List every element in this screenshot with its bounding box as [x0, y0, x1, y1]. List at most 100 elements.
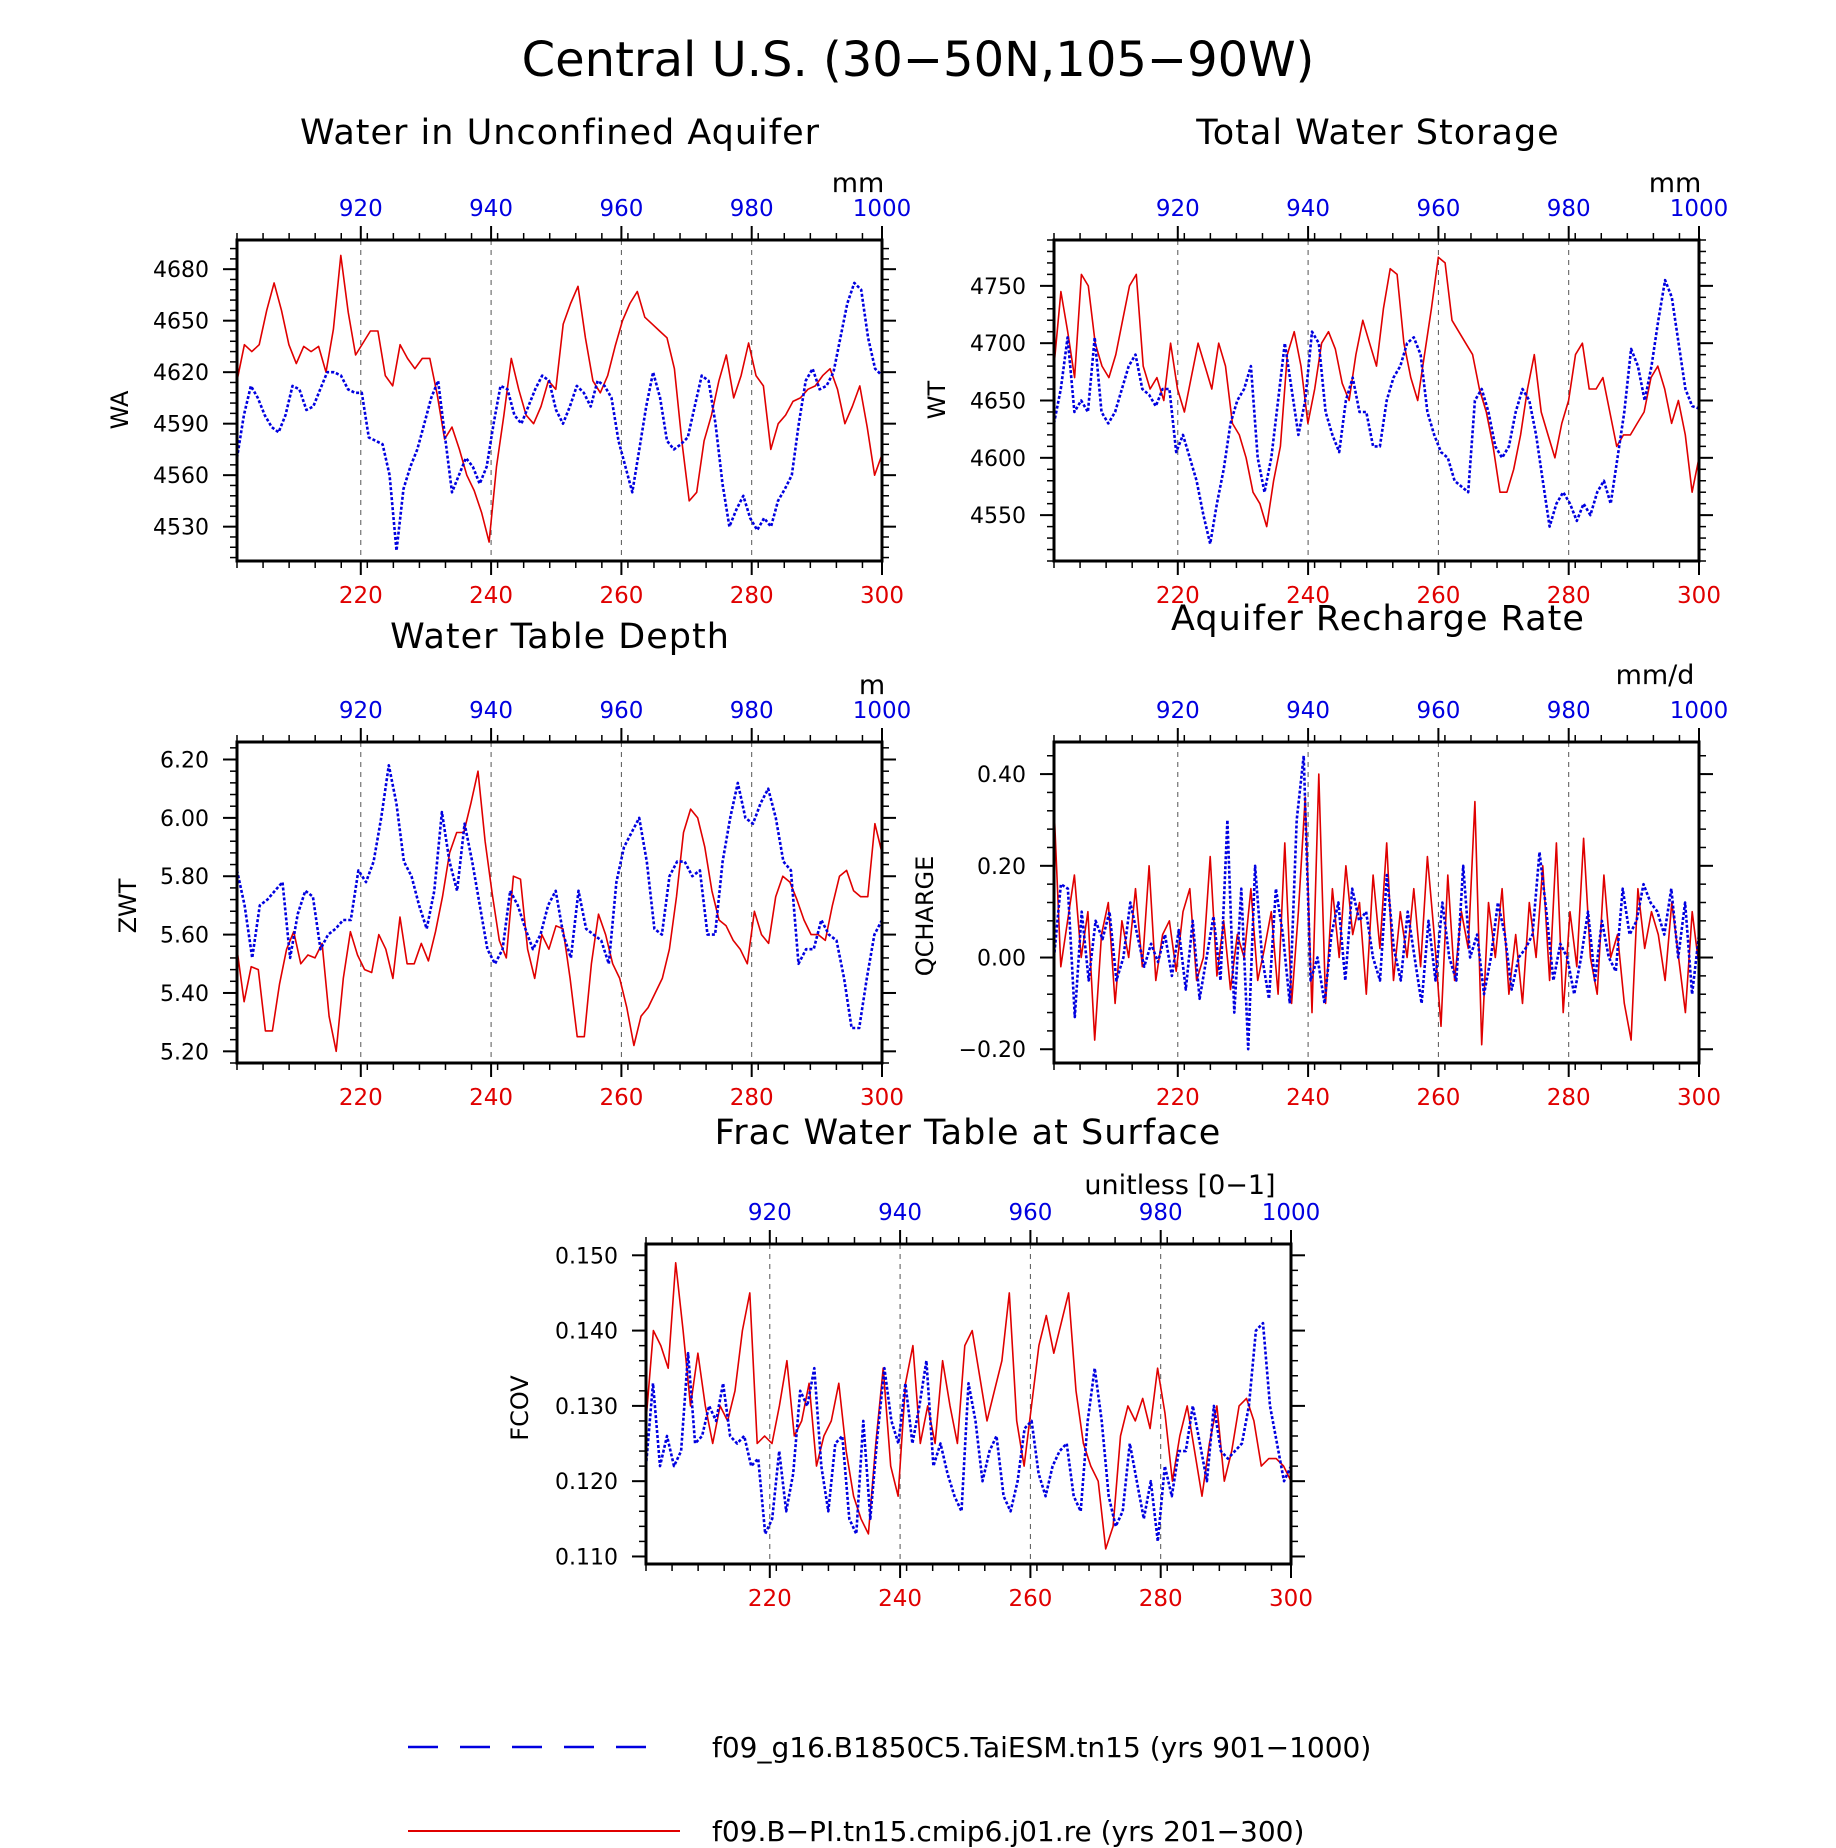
x-tick-label-top: 940 [469, 698, 513, 724]
plot-frame [235, 740, 884, 1065]
y-tick-label: 4550 [970, 504, 1026, 529]
series-line-blue [1052, 754, 1701, 1051]
x-tick-label-top: 940 [469, 196, 513, 222]
series-line-red [645, 1262, 1292, 1550]
panel-total-water-storage: Total Water Storage mm WT 220 240 260 280 30… [923, 113, 1728, 609]
plot-frame [235, 238, 884, 563]
series-line-blue [235, 281, 883, 553]
x-tick-label-bottom: 300 [1677, 1085, 1721, 1111]
x-tick-label-top: 960 [599, 196, 643, 222]
panel-water-table-depth: Water Table Depth m ZWT 220 240 260 280 300 9… [114, 617, 911, 1111]
plot-area: 220 240 260 280 300 920 940 960 980 1000 −0.20 0.00… [959, 698, 1729, 1111]
y-tick-label: 4650 [970, 390, 1026, 415]
x-tick-label-bottom: 240 [469, 1085, 513, 1111]
x-tick-label-top: 940 [878, 1200, 922, 1226]
x-tick-label-bottom: 280 [1139, 1586, 1183, 1612]
x-tick-label-bottom: 300 [860, 583, 904, 609]
x-tick-label-top: 940 [1286, 698, 1330, 724]
panel-frac-water-table-at-surface: Frac Water Table at Surface unitless [0−… [506, 1113, 1320, 1612]
x-tick-label-top: 960 [1416, 698, 1460, 724]
plot-area: 220 240 260 280 300 920 940 960 980 1000 4550 4600 4… [970, 196, 1728, 609]
x-tick-label-top: 1000 [853, 698, 912, 724]
y-tick-label: 0.150 [555, 1244, 618, 1269]
y-axis-label: WT [923, 380, 951, 419]
x-tick-label-bottom: 300 [1677, 583, 1721, 609]
series-line-red [236, 770, 883, 1053]
legend: f09_g16.B1850C5.TaiESM.tn15 (yrs 901−100… [408, 1731, 1371, 1848]
x-tick-label-bottom: 280 [1547, 583, 1591, 609]
x-tick-label-top: 920 [339, 698, 383, 724]
units-label: mm [1649, 168, 1702, 199]
y-tick-label: 4620 [153, 361, 209, 386]
y-tick-label: 5.60 [160, 924, 209, 949]
x-tick-label-top: 940 [1286, 196, 1330, 222]
x-tick-label-top: 960 [1008, 1200, 1052, 1226]
y-axis-label: WA [106, 390, 134, 429]
panel-aquifer-recharge-rate: Aquifer Recharge Rate mm/d QCHARGE 220 24… [911, 599, 1728, 1111]
units-label: mm [832, 168, 885, 199]
x-tick-label-top: 1000 [1670, 698, 1729, 724]
series-line-red [1053, 773, 1700, 1046]
y-tick-label: 4530 [153, 516, 209, 541]
series-line-blue [644, 1321, 1293, 1543]
series-line-blue [235, 763, 884, 1030]
x-tick-label-bottom: 260 [599, 1085, 643, 1111]
y-tick-label: 4650 [153, 310, 209, 335]
x-tick-label-bottom: 220 [1156, 1085, 1200, 1111]
x-tick-label-bottom: 220 [748, 1586, 792, 1612]
y-tick-label: 4700 [970, 332, 1026, 357]
x-tick-label-bottom: 280 [730, 583, 774, 609]
x-tick-label-top: 980 [1547, 196, 1591, 222]
x-tick-label-top: 960 [1416, 196, 1460, 222]
panel-title: Water in Unconfined Aquifer [300, 113, 820, 153]
x-tick-label-bottom: 220 [339, 1085, 383, 1111]
x-tick-label-bottom: 240 [469, 583, 513, 609]
x-tick-label-bottom: 300 [860, 1085, 904, 1111]
figure-title: Central U.S. (30−50N,105−90W) [522, 32, 1315, 88]
y-tick-label: 0.110 [555, 1545, 618, 1570]
x-tick-label-top: 960 [599, 698, 643, 724]
x-tick-label-bottom: 240 [878, 1586, 922, 1612]
plot-frame [1052, 238, 1701, 563]
legend-label-red: f09.B−PI.tn15.cmip6.j01.re (yrs 201−300) [712, 1815, 1304, 1848]
x-tick-label-bottom: 280 [730, 1085, 774, 1111]
y-axis-label: ZWT [114, 878, 142, 933]
y-tick-label: 4600 [970, 447, 1026, 472]
y-tick-label: 6.00 [160, 807, 209, 832]
units-label: m [859, 670, 885, 701]
y-tick-label: 0.20 [977, 855, 1026, 880]
x-tick-label-top: 980 [730, 698, 774, 724]
x-tick-label-bottom: 260 [1416, 583, 1460, 609]
x-tick-label-top: 1000 [1262, 1200, 1321, 1226]
x-tick-label-bottom: 260 [1416, 1085, 1460, 1111]
x-tick-label-top: 920 [1156, 698, 1200, 724]
x-tick-label-bottom: 220 [1156, 583, 1200, 609]
x-tick-label-bottom: 260 [599, 583, 643, 609]
x-tick-label-bottom: 220 [339, 583, 383, 609]
panel-title: Total Water Storage [1195, 113, 1559, 153]
y-tick-label: 0.130 [555, 1395, 618, 1420]
x-tick-label-top: 980 [1139, 1200, 1183, 1226]
plot-area: 220 240 260 280 300 920 940 960 980 1000 0.110 0.12… [555, 1200, 1320, 1612]
y-tick-label: 0.00 [977, 947, 1026, 972]
panel-title: Aquifer Recharge Rate [1171, 599, 1585, 639]
y-tick-label: 0.40 [977, 763, 1026, 788]
y-tick-label: 5.40 [160, 982, 209, 1007]
panel-title: Water Table Depth [390, 617, 730, 657]
y-axis-label: FCOV [506, 1375, 534, 1441]
plot-area: 220 240 260 280 300 920 940 960 980 1000 5.20 5.40 5… [160, 698, 911, 1111]
units-label: mm/d [1616, 660, 1695, 691]
y-tick-label: 5.80 [160, 865, 209, 890]
units-label: unitless [0−1] [1084, 1170, 1275, 1201]
panel-title: Frac Water Table at Surface [715, 1113, 1222, 1153]
panel-water-in-unconfined-aquifer: Water in Unconfined Aquifer mm WA 220 240… [106, 113, 911, 609]
y-tick-label: −0.20 [959, 1038, 1026, 1063]
x-tick-label-bottom: 280 [1547, 1085, 1591, 1111]
x-tick-label-bottom: 300 [1269, 1586, 1313, 1612]
x-tick-label-top: 920 [748, 1200, 792, 1226]
y-tick-label: 6.20 [160, 749, 209, 774]
series-line-blue [1052, 278, 1700, 546]
x-tick-label-bottom: 240 [1286, 583, 1330, 609]
y-axis-label: QCHARGE [911, 856, 939, 977]
